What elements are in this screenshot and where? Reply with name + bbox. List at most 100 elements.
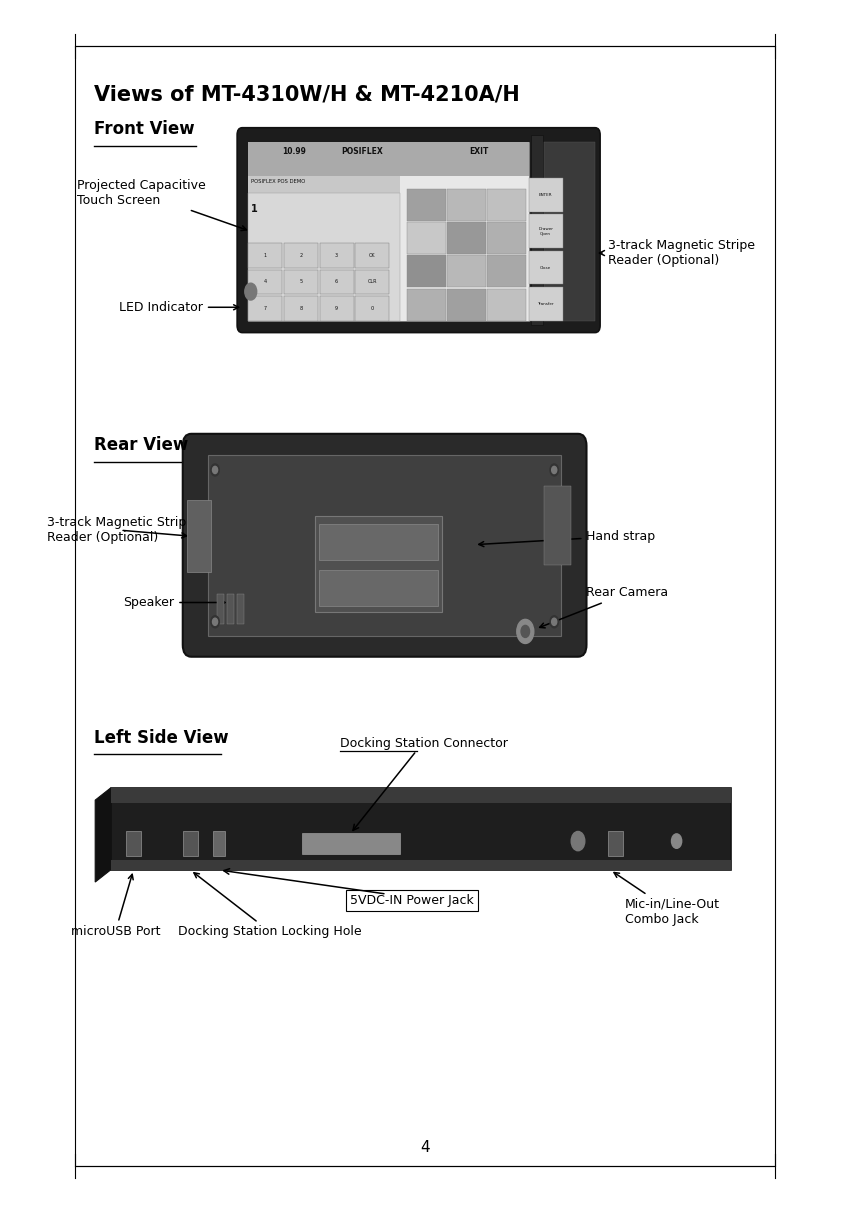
Text: 0: 0 xyxy=(371,306,374,311)
Bar xyxy=(248,176,400,193)
Bar xyxy=(314,516,442,612)
Bar xyxy=(319,524,438,560)
Bar xyxy=(406,223,446,254)
Text: 3-track Magnetic Stripe
Reader (Optional): 3-track Magnetic Stripe Reader (Optional… xyxy=(47,516,194,545)
Text: 5VDC-IN Power Jack: 5VDC-IN Power Jack xyxy=(350,894,474,907)
Bar xyxy=(487,223,526,254)
Bar xyxy=(187,500,211,572)
Text: 2: 2 xyxy=(299,253,303,258)
Bar xyxy=(110,860,731,870)
Text: 3: 3 xyxy=(335,253,338,258)
Text: 10.99: 10.99 xyxy=(282,147,306,157)
Text: Transfer: Transfer xyxy=(537,301,554,306)
Bar xyxy=(406,189,446,222)
Text: microUSB Port: microUSB Port xyxy=(71,875,160,939)
Bar xyxy=(487,189,526,222)
Text: Hand strap: Hand strap xyxy=(479,530,655,547)
Bar xyxy=(529,251,563,284)
Bar xyxy=(531,135,543,325)
Text: Drawer
Open: Drawer Open xyxy=(538,227,553,236)
Circle shape xyxy=(550,464,558,476)
Bar xyxy=(544,142,595,321)
Bar xyxy=(302,833,400,854)
Text: Rear Camera: Rear Camera xyxy=(540,587,669,628)
Bar xyxy=(248,142,529,321)
Text: Docking Station Locking Hole: Docking Station Locking Hole xyxy=(178,872,362,939)
Bar xyxy=(447,255,486,288)
Circle shape xyxy=(571,831,585,851)
Text: POSIFLEX POS DEMO: POSIFLEX POS DEMO xyxy=(251,180,305,184)
Bar xyxy=(529,287,563,321)
Circle shape xyxy=(552,618,557,625)
Text: Left Side View: Left Side View xyxy=(94,729,228,747)
Text: Docking Station Connector: Docking Station Connector xyxy=(340,736,507,750)
Bar xyxy=(320,296,354,321)
Bar xyxy=(487,255,526,288)
Bar xyxy=(248,296,282,321)
Bar xyxy=(126,831,141,856)
Text: 6: 6 xyxy=(335,280,338,284)
Text: 3-track Magnetic Stripe
Reader (Optional): 3-track Magnetic Stripe Reader (Optional… xyxy=(599,239,755,268)
Text: Views of MT-4310W/H & MT-4210A/H: Views of MT-4310W/H & MT-4210A/H xyxy=(94,84,519,105)
Bar xyxy=(320,243,354,268)
Bar xyxy=(227,594,234,624)
Circle shape xyxy=(212,466,218,474)
Bar xyxy=(355,270,389,294)
Bar xyxy=(183,831,198,856)
Bar xyxy=(406,289,446,321)
Bar xyxy=(447,223,486,254)
FancyBboxPatch shape xyxy=(237,128,600,333)
Bar xyxy=(248,270,282,294)
Text: 4: 4 xyxy=(420,1140,430,1154)
Bar xyxy=(608,831,623,856)
Circle shape xyxy=(211,464,219,476)
Circle shape xyxy=(517,619,534,643)
Polygon shape xyxy=(95,788,110,882)
Bar xyxy=(544,486,571,565)
Bar xyxy=(237,594,244,624)
Text: Mic-in/Line-Out
Combo Jack: Mic-in/Line-Out Combo Jack xyxy=(614,872,720,925)
FancyBboxPatch shape xyxy=(183,434,586,657)
Bar xyxy=(319,570,438,606)
Text: EXIT: EXIT xyxy=(469,147,489,157)
Bar xyxy=(208,455,561,636)
Text: Projected Capacitive
Touch Screen: Projected Capacitive Touch Screen xyxy=(76,178,246,230)
Text: Rear View: Rear View xyxy=(94,436,188,454)
Bar xyxy=(248,193,400,321)
Circle shape xyxy=(211,616,219,628)
Text: Close: Close xyxy=(540,265,552,270)
Bar xyxy=(447,189,486,222)
Bar xyxy=(248,142,529,176)
Circle shape xyxy=(552,466,557,474)
Bar xyxy=(355,296,389,321)
Bar xyxy=(529,178,563,212)
Bar xyxy=(320,270,354,294)
Circle shape xyxy=(212,618,218,625)
Bar xyxy=(406,255,446,288)
Circle shape xyxy=(550,616,558,628)
Text: 8: 8 xyxy=(299,306,303,311)
Text: Front View: Front View xyxy=(94,120,194,139)
Circle shape xyxy=(672,834,682,848)
Circle shape xyxy=(521,625,530,637)
Bar xyxy=(110,788,731,870)
Text: Speaker: Speaker xyxy=(123,596,225,609)
Circle shape xyxy=(245,283,257,300)
Bar xyxy=(447,289,486,321)
Bar xyxy=(284,243,318,268)
Bar xyxy=(529,214,563,248)
Text: 7: 7 xyxy=(264,306,267,311)
Text: 4: 4 xyxy=(264,280,267,284)
Text: POSIFLEX: POSIFLEX xyxy=(342,147,383,157)
Text: 1: 1 xyxy=(251,204,258,214)
Bar xyxy=(248,243,282,268)
Bar xyxy=(355,243,389,268)
Bar xyxy=(217,594,224,624)
Bar xyxy=(284,296,318,321)
Text: 5: 5 xyxy=(299,280,303,284)
Text: CK: CK xyxy=(369,253,376,258)
Text: 1: 1 xyxy=(264,253,267,258)
Bar xyxy=(487,289,526,321)
Bar xyxy=(110,788,731,803)
Bar xyxy=(284,270,318,294)
